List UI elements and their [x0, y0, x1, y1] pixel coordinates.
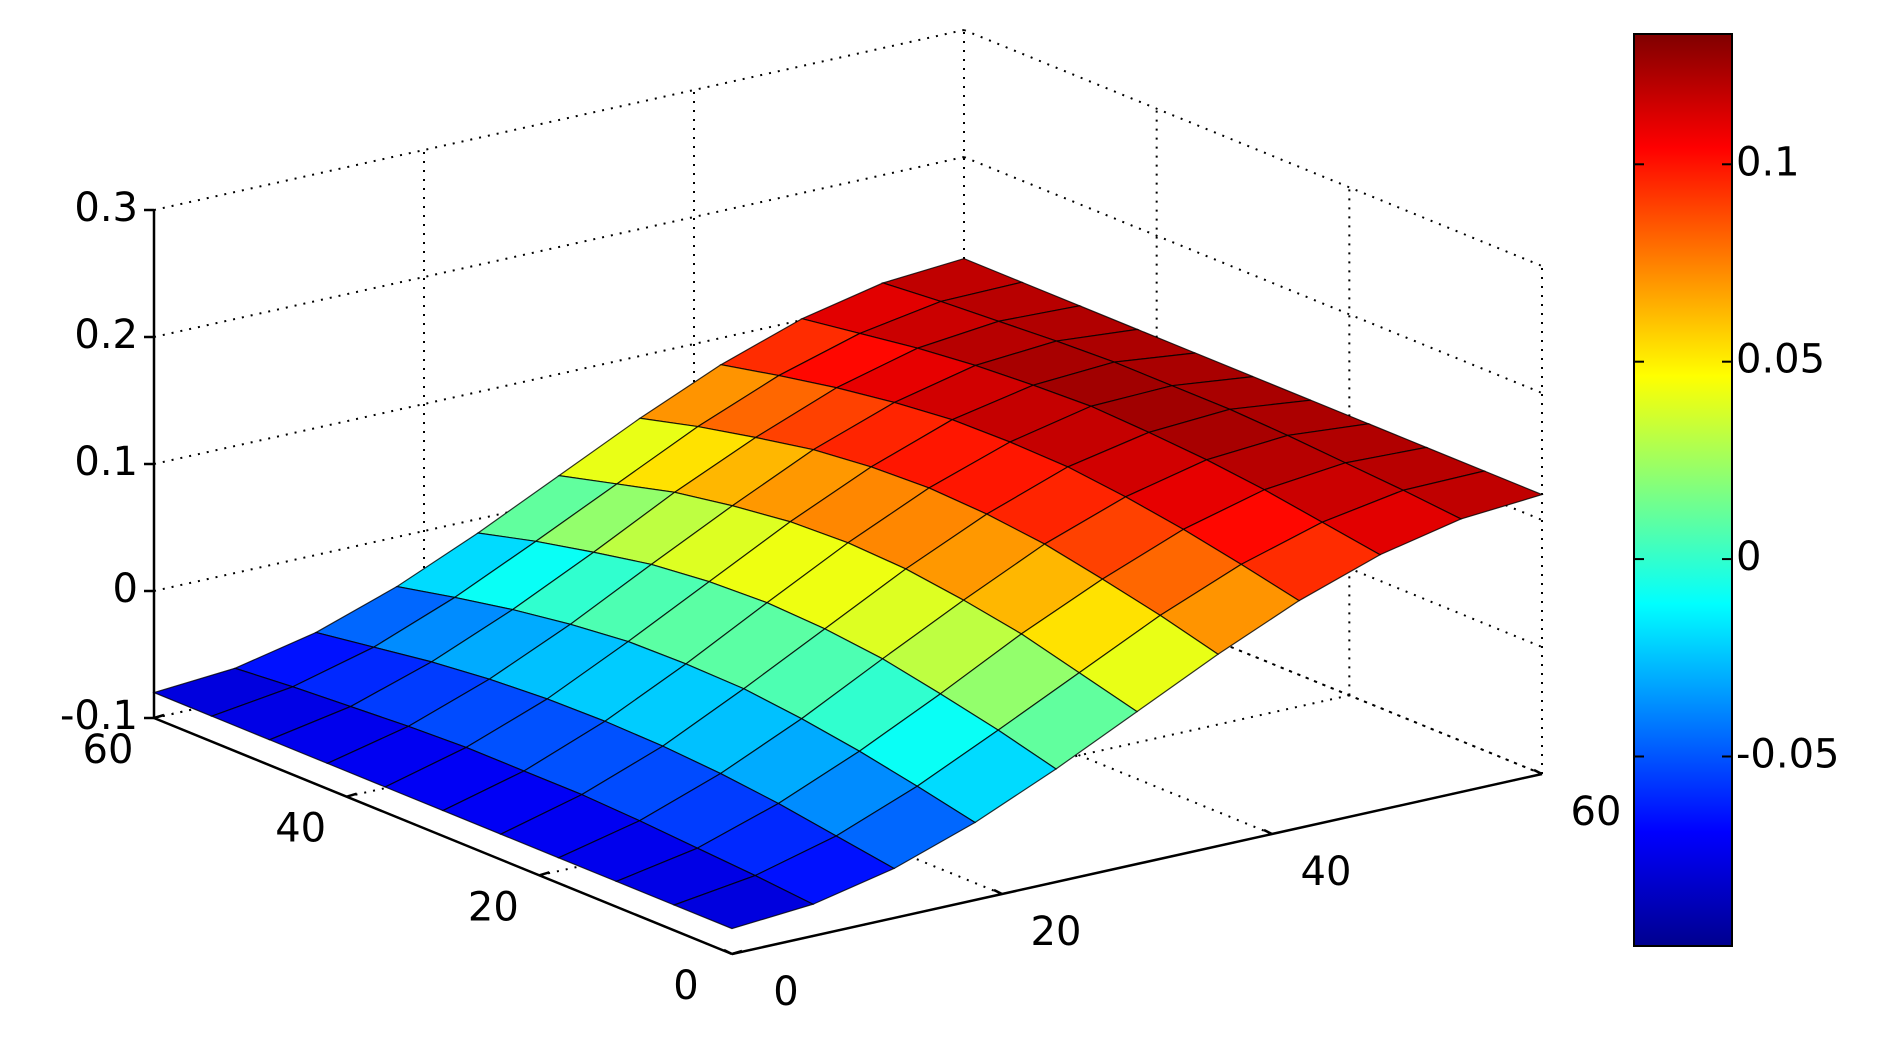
grid-line [153, 156, 965, 338]
y-tick-label: 60 [83, 727, 134, 773]
x-tick-label: 20 [1031, 909, 1082, 955]
z-tick-label: 0.1 [74, 439, 138, 485]
y-tick [538, 871, 550, 877]
y-tick [153, 713, 165, 720]
colorbar: -0.05 0 0.05 0.1 [1633, 33, 1840, 947]
grid-line [963, 29, 1543, 267]
surface [152, 257, 1544, 930]
y-tick-label: 20 [468, 884, 519, 930]
y-tick-label: 0 [673, 963, 698, 1009]
z-tick-label: 0 [113, 566, 138, 612]
x-tick [1263, 828, 1273, 836]
y-axis [153, 716, 733, 956]
colorbar-tick-label: 0.05 [1736, 337, 1825, 383]
z-tick-label: -0.1 [60, 693, 138, 739]
z-tick-label: 0.3 [74, 185, 138, 231]
grid-line [153, 283, 965, 465]
y-tick [346, 792, 358, 798]
y-tick-label: 40 [275, 806, 326, 852]
surface-patch [672, 874, 815, 930]
y-tick [731, 949, 743, 956]
grid-line [153, 29, 965, 211]
x-axis [731, 772, 1543, 956]
x-tick-label: 60 [1571, 789, 1622, 835]
x-tick [723, 948, 733, 956]
colorbar-gradient [1633, 33, 1733, 947]
z-tick-label: 0.2 [74, 312, 138, 358]
colorbar-tick-label: 0 [1736, 534, 1761, 580]
x-tick-label: 40 [1301, 849, 1352, 895]
x-tick [993, 888, 1003, 896]
x-tick-label: 0 [773, 969, 798, 1015]
colorbar-tick-label: -0.05 [1736, 731, 1840, 777]
x-tick [1533, 768, 1543, 776]
colorbar-tick-label: 0.1 [1736, 139, 1800, 185]
